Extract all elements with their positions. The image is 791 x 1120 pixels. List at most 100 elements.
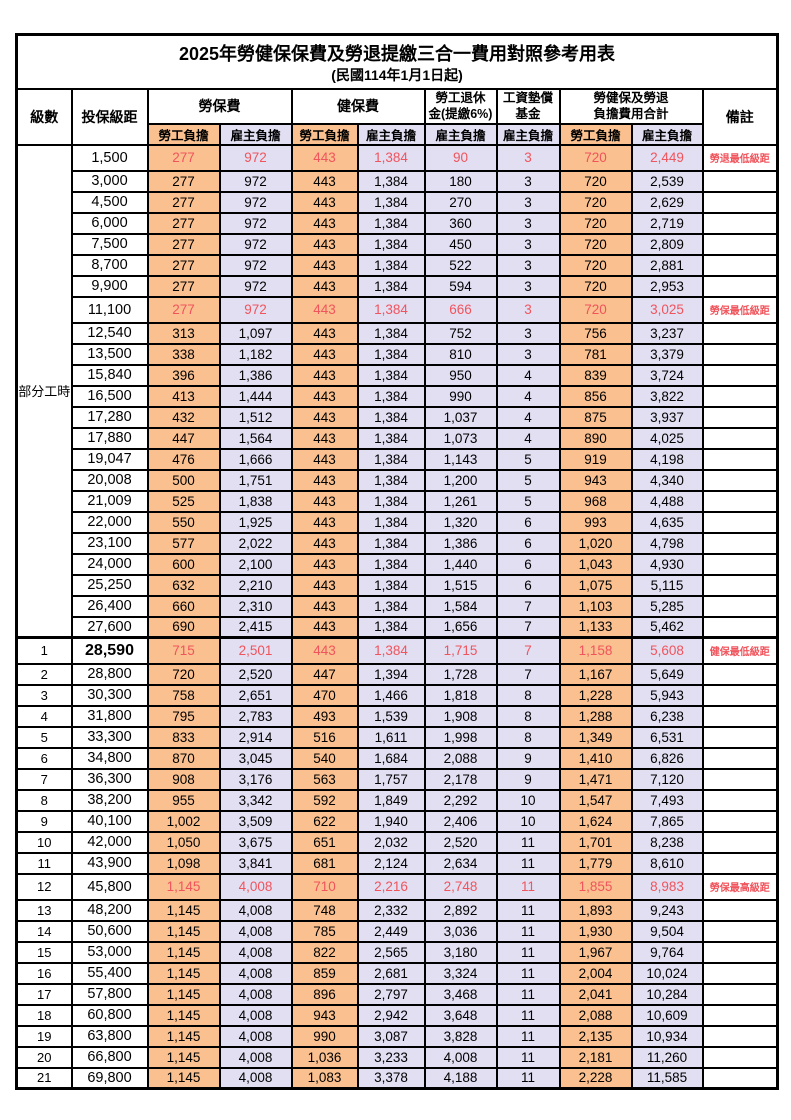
cell-remark — [701, 489, 779, 513]
cell-labor-employer: 4,008 — [218, 1045, 293, 1069]
table-row: 12 45,800 1,145 4,008 710 2,216 2,748 11 1,855 8,… — [15, 872, 779, 901]
cell-labor-worker: 277 — [146, 169, 221, 193]
cell-bracket: 43,900 — [70, 851, 149, 875]
cell-total-worker: 1,288 — [558, 704, 633, 728]
cell-bracket: 34,800 — [70, 746, 149, 770]
cell-health-worker: 681 — [290, 851, 359, 875]
cell-fund-employer: 3 — [495, 211, 561, 235]
cell-fund-employer: 3 — [495, 169, 561, 193]
cell-labor-employer: 2,914 — [218, 725, 293, 749]
cell-level: 14 — [15, 919, 73, 943]
header-pension-line1: 勞工退休 — [435, 91, 486, 105]
cell-labor-employer: 4,008 — [218, 1003, 293, 1027]
cell-pension-employer: 1,728 — [423, 662, 498, 686]
header-remark: 備註 — [701, 88, 779, 146]
cell-total-worker: 1,893 — [558, 898, 633, 922]
cell-level: 9 — [15, 809, 73, 833]
cell-labor-worker: 550 — [146, 510, 221, 534]
cell-health-employer: 1,384 — [356, 489, 426, 513]
cell-total-worker: 1,624 — [558, 809, 633, 833]
cell-labor-employer: 1,444 — [218, 384, 293, 408]
cell-total-worker: 781 — [558, 342, 633, 366]
cell-health-employer: 2,449 — [356, 919, 426, 943]
cell-fund-employer: 3 — [495, 190, 561, 214]
cell-health-worker: 651 — [290, 830, 359, 854]
cell-health-employer: 1,384 — [356, 447, 426, 471]
cell-health-worker: 443 — [290, 342, 359, 366]
cell-health-worker: 516 — [290, 725, 359, 749]
cell-total-worker: 1,701 — [558, 830, 633, 854]
table-row: 20,008 500 1,751 443 1,384 1,200 5 943 4,340 — [17, 468, 779, 492]
cell-remark — [701, 1066, 779, 1090]
cell-bracket: 63,800 — [70, 1024, 149, 1048]
cell-total-employer: 11,585 — [630, 1066, 704, 1090]
cell-labor-worker: 277 — [146, 274, 221, 298]
cell-labor-worker: 1,145 — [146, 1024, 221, 1048]
cell-health-worker: 443 — [290, 384, 359, 408]
cell-health-worker: 622 — [290, 809, 359, 833]
cell-total-worker: 1,930 — [558, 919, 633, 943]
table-row: 8 38,200 955 3,342 592 1,849 2,292 10 1,547 7,493 — [15, 788, 779, 812]
cell-remark — [701, 169, 779, 193]
cell-total-worker: 720 — [558, 232, 633, 256]
cell-total-worker: 1,228 — [558, 683, 633, 707]
cell-health-employer: 1,384 — [356, 232, 426, 256]
title-row: 2025年勞健保保費及勞退提繳三合一費用對照參考用表 (民國114年1月1日起) — [15, 33, 779, 90]
table-row: 6,000 277 972 443 1,384 360 3 720 2,719 — [17, 211, 779, 235]
cell-bracket: 26,400 — [70, 594, 149, 618]
cell-labor-worker: 758 — [146, 683, 221, 707]
cell-total-employer: 3,937 — [630, 405, 704, 429]
cell-labor-employer: 4,008 — [218, 961, 293, 985]
cell-fund-employer: 11 — [495, 919, 561, 943]
cell-bracket: 6,000 — [70, 211, 149, 235]
table-row: 27,600 690 2,415 443 1,384 1,656 7 1,133 5,462 — [17, 615, 779, 639]
cell-bracket: 66,800 — [70, 1045, 149, 1069]
cell-fund-employer: 11 — [495, 898, 561, 922]
cell-labor-employer: 1,666 — [218, 447, 293, 471]
table-row: 1 28,590 715 2,501 443 1,384 1,715 7 1,158 5,608 健… — [15, 636, 779, 665]
cell-bracket: 1,500 — [70, 143, 149, 172]
cell-remark — [701, 919, 779, 943]
cell-health-worker: 822 — [290, 940, 359, 964]
header-pension: 勞工退休 金(提繳6%) — [423, 88, 498, 125]
cell-remark — [701, 940, 779, 964]
table-row: 13,500 338 1,182 443 1,384 810 3 781 3,379 — [17, 342, 779, 366]
cell-total-worker: 1,043 — [558, 552, 633, 576]
cell-labor-worker: 1,145 — [146, 872, 221, 901]
cell-remark — [701, 510, 779, 534]
cell-health-employer: 1,384 — [356, 426, 426, 450]
cell-pension-employer: 2,406 — [423, 809, 498, 833]
cell-pension-employer: 2,178 — [423, 767, 498, 791]
cell-level: 18 — [15, 1003, 73, 1027]
cell-labor-employer: 2,651 — [218, 683, 293, 707]
cell-total-employer: 4,635 — [630, 510, 704, 534]
cell-health-employer: 1,384 — [356, 552, 426, 576]
cell-total-worker: 856 — [558, 384, 633, 408]
table-row: 10 42,000 1,050 3,675 651 2,032 2,520 11 1,701 8,… — [15, 830, 779, 854]
cell-health-worker: 443 — [290, 143, 359, 172]
cell-pension-employer: 1,715 — [423, 636, 498, 665]
cell-health-employer: 3,087 — [356, 1024, 426, 1048]
cell-level: 6 — [15, 746, 73, 770]
cell-labor-employer: 4,008 — [218, 872, 293, 901]
cell-fund-employer: 5 — [495, 447, 561, 471]
cell-health-employer: 3,378 — [356, 1066, 426, 1090]
table-row: 22,000 550 1,925 443 1,384 1,320 6 993 4,635 — [17, 510, 779, 534]
cell-total-employer: 9,504 — [630, 919, 704, 943]
cell-remark — [701, 426, 779, 450]
cell-total-worker: 993 — [558, 510, 633, 534]
cell-labor-employer: 972 — [218, 295, 293, 324]
cell-health-worker: 859 — [290, 961, 359, 985]
cell-health-employer: 1,384 — [356, 510, 426, 534]
cell-fund-employer: 9 — [495, 767, 561, 791]
cell-fund-employer: 11 — [495, 1045, 561, 1069]
cell-total-employer: 11,260 — [630, 1045, 704, 1069]
cell-fund-employer: 3 — [495, 342, 561, 366]
cell-fund-employer: 11 — [495, 872, 561, 901]
cell-fund-employer: 11 — [495, 940, 561, 964]
cell-pension-employer: 360 — [423, 211, 498, 235]
cell-total-worker: 1,075 — [558, 573, 633, 597]
cell-health-employer: 1,384 — [356, 143, 426, 172]
cell-labor-worker: 500 — [146, 468, 221, 492]
cell-remark — [701, 321, 779, 345]
